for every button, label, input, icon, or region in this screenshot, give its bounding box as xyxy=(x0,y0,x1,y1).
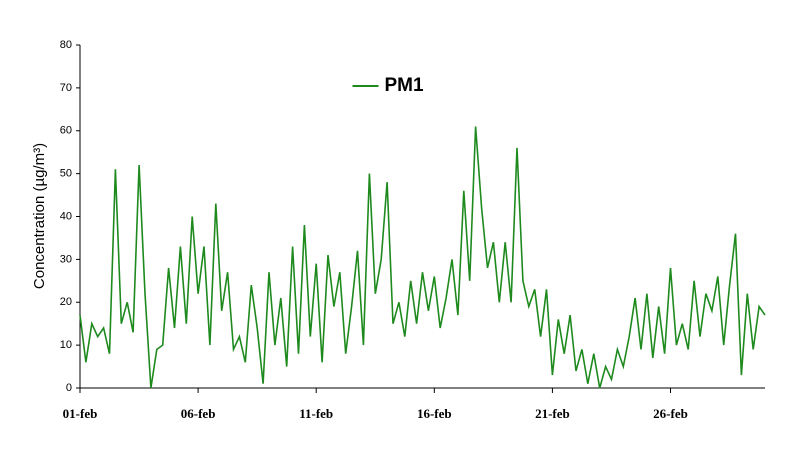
y-tick-label: 60 xyxy=(60,125,72,137)
y-axis-label: Concentration (µg/m³) xyxy=(31,143,48,289)
y-tick-label: 80 xyxy=(60,39,72,51)
y-tick-label: 40 xyxy=(60,210,72,222)
x-tick-label: 21-feb xyxy=(535,406,570,421)
x-tick-label: 06-feb xyxy=(181,406,216,421)
y-tick-label: 20 xyxy=(60,296,72,308)
legend-label: PM1 xyxy=(385,75,425,96)
x-tick-label: 26-feb xyxy=(653,406,688,421)
y-tick-label: 50 xyxy=(60,168,72,180)
y-tick-label: 30 xyxy=(60,253,72,265)
x-tick-label: 11-feb xyxy=(299,406,333,421)
y-tick-label: 0 xyxy=(66,382,72,394)
x-tick-label: 01-feb xyxy=(63,406,98,421)
data-line xyxy=(79,126,766,389)
y-tick-label: 70 xyxy=(60,82,72,94)
y-tick-label: 10 xyxy=(60,339,72,351)
x-tick-label: 16-feb xyxy=(417,406,452,421)
